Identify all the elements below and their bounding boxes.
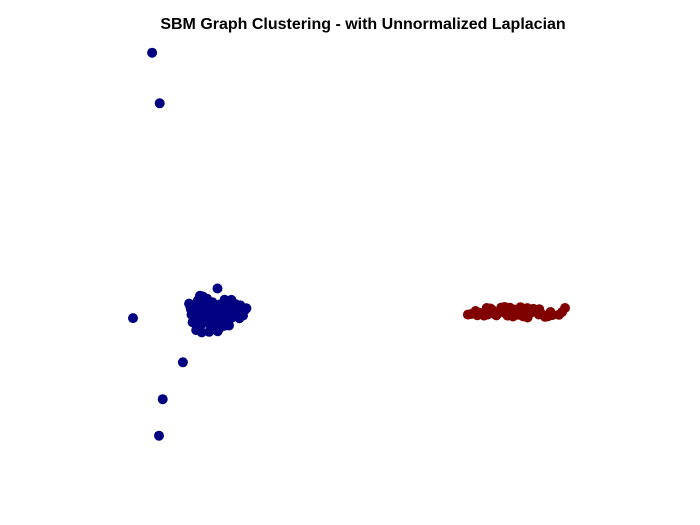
cluster-1-point bbox=[199, 314, 210, 325]
cluster-2-point bbox=[482, 309, 493, 320]
cluster-1-point bbox=[154, 98, 165, 109]
cluster-1-point bbox=[177, 357, 188, 368]
cluster-2-point bbox=[499, 302, 510, 312]
plot-area bbox=[128, 47, 570, 441]
cluster-1-point bbox=[214, 322, 225, 333]
cluster-1-point bbox=[200, 298, 211, 309]
cluster-1-point bbox=[157, 394, 168, 405]
cluster-1-point bbox=[191, 310, 202, 321]
cluster-1-point bbox=[204, 326, 215, 337]
cluster-2-point bbox=[513, 309, 524, 320]
cluster-2-point bbox=[560, 303, 570, 313]
cluster-1-point bbox=[147, 47, 158, 58]
cluster-2-point bbox=[522, 303, 533, 314]
chart-title: SBM Graph Clustering - with Unnormalized… bbox=[160, 16, 565, 33]
cluster-1-point bbox=[224, 320, 234, 331]
cluster-2-points bbox=[462, 302, 570, 323]
cluster-1-points bbox=[128, 47, 252, 441]
cluster-2-point bbox=[534, 304, 545, 315]
cluster-1-point bbox=[154, 430, 164, 441]
cluster-1-point bbox=[128, 313, 138, 324]
cluster-1-point bbox=[211, 312, 222, 323]
cluster-2-point bbox=[545, 307, 556, 317]
cluster-1-point bbox=[228, 304, 239, 315]
cluster-1-point bbox=[212, 283, 223, 294]
cluster-1-point bbox=[189, 302, 200, 313]
cluster-1-point bbox=[196, 327, 207, 338]
